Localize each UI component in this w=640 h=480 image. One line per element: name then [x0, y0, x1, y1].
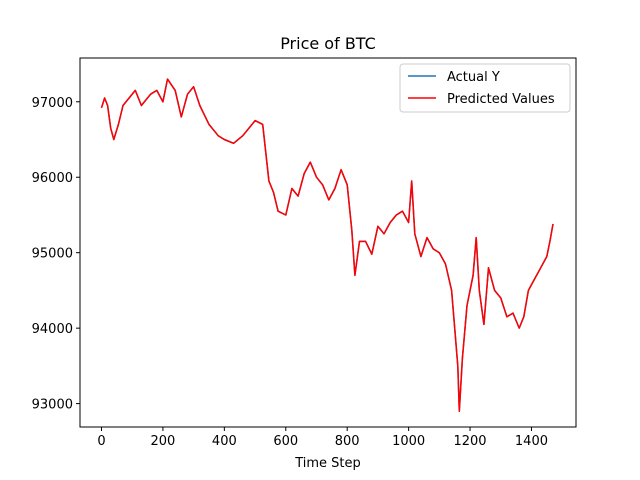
x-tick-label-4: 800 [335, 434, 360, 449]
legend-label-1: Predicted Values [447, 92, 555, 107]
x-tick-label-0: 0 [97, 434, 105, 449]
x-tick-label-6: 1200 [453, 434, 486, 449]
legend-label-0: Actual Y [447, 70, 500, 85]
x-axis: 0 200 400 600 800 1000 1200 1400 [97, 427, 548, 449]
x-tick-label-7: 1400 [515, 434, 548, 449]
x-axis-label: Time Step [294, 456, 361, 471]
y-tick-label-4: 97000 [32, 96, 73, 111]
chart-title: Price of BTC [280, 34, 376, 53]
x-tick-label-5: 1000 [392, 434, 425, 449]
x-tick-label-3: 600 [273, 434, 298, 449]
legend: Actual Y Predicted Values [399, 63, 571, 113]
y-tick-label-1: 94000 [32, 322, 73, 337]
x-tick-label-2: 400 [212, 434, 237, 449]
x-tick-label-1: 200 [151, 434, 176, 449]
y-tick-label-3: 96000 [32, 171, 73, 186]
y-tick-label-0: 93000 [32, 398, 73, 413]
y-tick-label-2: 95000 [32, 247, 73, 262]
series-line-1 [100, 78, 554, 412]
plot-area [100, 78, 554, 412]
plot-frame [79, 57, 577, 428]
legend-box [399, 63, 571, 113]
y-axis: 93000 94000 95000 96000 97000 [32, 96, 80, 413]
